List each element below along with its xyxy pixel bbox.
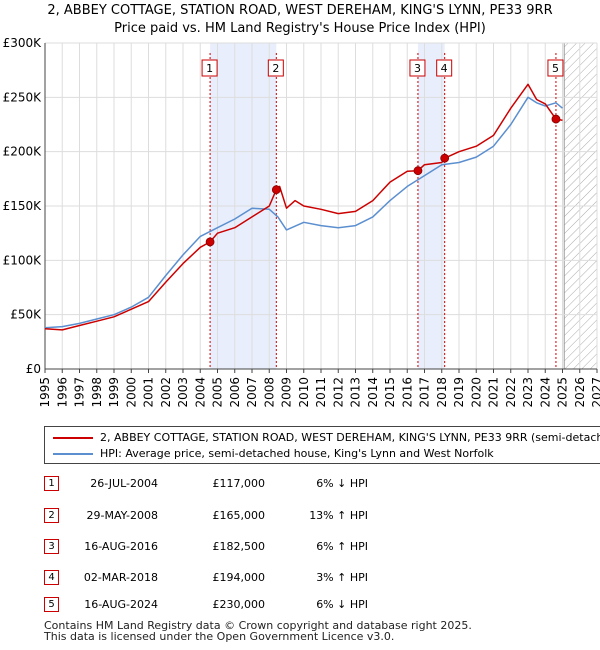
sale-hpi-diff: 13% ↑ HPI — [309, 509, 368, 522]
x-tick-label: 2016 — [400, 377, 414, 408]
x-tick-label: 2014 — [366, 377, 380, 408]
sale-row: 1 26-JUL-2004 £117,000 6% ↓ HPI — [0, 476, 600, 496]
sale-marker-box — [267, 59, 284, 77]
y-tick-label: £150K — [3, 199, 43, 213]
sale-hpi-diff: 6% ↑ HPI — [316, 540, 368, 553]
sale-marker-box — [409, 59, 426, 77]
sale-date: 16-AUG-2016 — [84, 540, 158, 553]
sale-hpi-diff: 6% ↓ HPI — [316, 477, 368, 490]
x-tick-label: 2026 — [573, 377, 587, 408]
sale-number: 4 — [44, 570, 59, 585]
sale-date: 16-AUG-2024 — [84, 598, 158, 611]
y-tick-label: £250K — [3, 90, 43, 104]
legend-hpi-label: HPI: Average price, semi-detached house,… — [100, 447, 494, 460]
x-tick-label: 2015 — [383, 377, 397, 408]
hpi-line — [44, 96, 563, 329]
x-tick-label: 2008 — [262, 377, 276, 408]
sale-point — [205, 237, 215, 247]
sale-hpi-diff: 6% ↓ HPI — [316, 598, 368, 611]
sale-point — [413, 166, 423, 176]
x-tick-label: 2012 — [331, 377, 345, 408]
sale-number: 2 — [44, 508, 59, 523]
x-tick-label: 2024 — [538, 377, 552, 408]
x-tick-label: 2020 — [469, 377, 483, 408]
x-tick-label: 2004 — [193, 377, 207, 408]
sale-point — [551, 114, 561, 124]
sale-number: 5 — [44, 597, 59, 612]
sale-point — [440, 153, 450, 163]
sale-price: £165,000 — [212, 509, 266, 522]
x-tick-label: 2011 — [314, 377, 328, 408]
property-price-line — [44, 83, 563, 331]
x-tick-label: 1996 — [55, 377, 69, 408]
x-tick-label: 2001 — [142, 377, 156, 408]
sale-date: 29-MAY-2008 — [86, 509, 158, 522]
sale-marker-label: 5 — [552, 62, 559, 75]
x-tick-label: 2007 — [245, 377, 259, 408]
sale-marker-label: 3 — [414, 62, 421, 75]
sale-marker-box — [547, 59, 564, 77]
sale-date: 26-JUL-2004 — [90, 477, 158, 490]
x-tick-label: 2000 — [124, 377, 138, 408]
x-tick-label: 1995 — [38, 377, 52, 408]
sale-number: 3 — [44, 539, 59, 554]
x-tick-label: 2009 — [280, 377, 294, 408]
sale-row: 5 16-AUG-2024 £230,000 6% ↓ HPI — [0, 597, 600, 617]
sale-marker-box — [201, 59, 218, 77]
x-tick-label: 2010 — [297, 377, 311, 408]
x-tick-label: 2003 — [176, 377, 190, 408]
x-tick-label: 2013 — [349, 377, 363, 408]
x-tick-label: 1998 — [90, 377, 104, 408]
chart-legend: 2, ABBEY COTTAGE, STATION ROAD, WEST DER… — [44, 426, 600, 464]
y-tick-label: £0 — [26, 362, 41, 376]
x-tick-label: 2023 — [521, 377, 535, 408]
sale-row: 2 29-MAY-2008 £165,000 13% ↑ HPI — [0, 508, 600, 528]
y-tick-label: £50K — [10, 308, 42, 322]
x-tick-label: 2017 — [418, 377, 432, 408]
footer-copyright: Contains HM Land Registry data © Crown c… — [44, 619, 472, 632]
sale-price: £194,000 — [212, 571, 266, 584]
sale-hpi-diff: 3% ↑ HPI — [316, 571, 368, 584]
sale-row: 4 02-MAR-2018 £194,000 3% ↑ HPI — [0, 570, 600, 590]
x-tick-label: 2002 — [159, 377, 173, 408]
chart-title-line2: Price paid vs. HM Land Registry's House … — [114, 21, 486, 36]
sale-marker-label: 1 — [206, 62, 213, 75]
sale-price: £117,000 — [212, 477, 266, 490]
x-tick-label: 2022 — [504, 377, 518, 408]
legend-hpi-swatch — [53, 453, 93, 455]
sale-price: £182,500 — [212, 540, 266, 553]
x-tick-label: 2018 — [435, 377, 449, 408]
sale-marker-label: 2 — [272, 62, 279, 75]
x-tick-label: 2005 — [211, 377, 225, 408]
x-tick-label: 2019 — [452, 377, 466, 408]
sale-price: £230,000 — [212, 598, 266, 611]
y-tick-label: £100K — [3, 253, 43, 267]
legend-property-swatch — [53, 437, 93, 439]
sale-marker-box — [436, 59, 453, 77]
sale-date: 02-MAR-2018 — [83, 571, 158, 584]
x-tick-label: 2025 — [556, 377, 570, 408]
x-tick-label: 2021 — [487, 377, 501, 408]
chart-title-line1: 2, ABBEY COTTAGE, STATION ROAD, WEST DER… — [47, 3, 553, 18]
x-tick-label: 2027 — [590, 377, 600, 408]
x-tick-label: 1997 — [73, 377, 87, 408]
x-tick-label: 2006 — [228, 377, 242, 408]
price-chart: £0 £50K £100K £150K £200K £250K £300K 1995 1996 1… — [3, 36, 600, 408]
legend-property-label: 2, ABBEY COTTAGE, STATION ROAD, WEST DER… — [100, 431, 600, 444]
x-tick-label: 1999 — [107, 377, 121, 408]
y-tick-label: £300K — [3, 36, 43, 50]
sale-number: 1 — [44, 476, 59, 491]
sale-point — [271, 185, 281, 195]
sale-marker-label: 4 — [441, 62, 448, 75]
y-tick-label: £200K — [3, 145, 43, 159]
footer-license: This data is licensed under the Open Gov… — [44, 630, 395, 643]
sale-row: 3 16-AUG-2016 £182,500 6% ↑ HPI — [0, 539, 600, 559]
